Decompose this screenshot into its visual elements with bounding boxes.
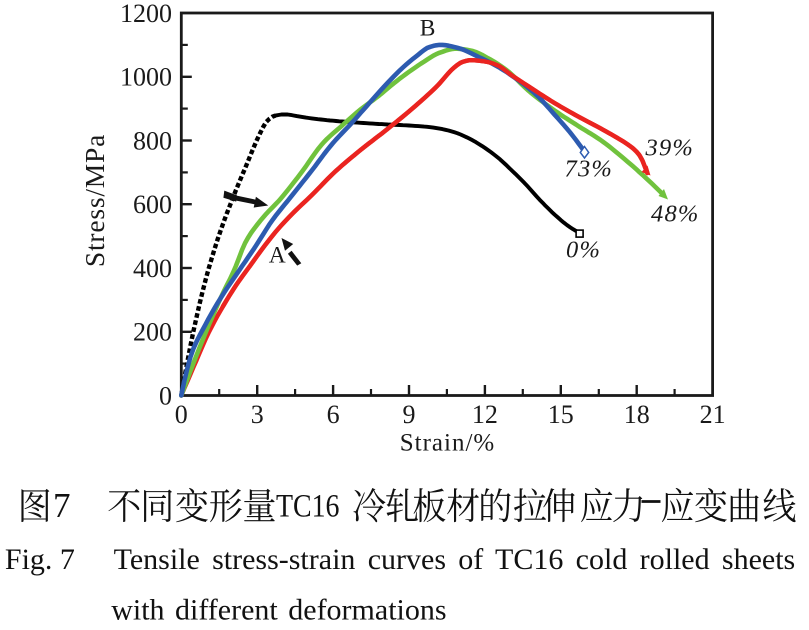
svg-text:0%: 0% xyxy=(566,237,601,264)
svg-text:1200: 1200 xyxy=(120,0,172,28)
svg-text:48%: 48% xyxy=(651,200,700,227)
svg-text:with different deformations: with different deformations xyxy=(111,594,446,627)
svg-text:0: 0 xyxy=(175,400,188,429)
svg-text:400: 400 xyxy=(133,254,172,283)
svg-text:7: 7 xyxy=(53,486,71,525)
svg-text:200: 200 xyxy=(133,318,172,347)
svg-text:18: 18 xyxy=(624,400,650,429)
svg-text:800: 800 xyxy=(133,126,172,155)
svg-text:9: 9 xyxy=(403,400,416,429)
svg-text:0: 0 xyxy=(159,381,172,410)
svg-text:39%: 39% xyxy=(645,135,695,162)
svg-text:Strain/%: Strain/% xyxy=(400,430,496,457)
svg-text:Stress/MPa: Stress/MPa xyxy=(79,134,110,267)
svg-text:Fig. 7: Fig. 7 xyxy=(5,543,75,576)
svg-text:73%: 73% xyxy=(565,156,614,183)
svg-text:15: 15 xyxy=(548,400,574,429)
svg-text:600: 600 xyxy=(133,190,172,219)
svg-text:3: 3 xyxy=(251,400,264,429)
svg-text:B: B xyxy=(420,16,436,42)
svg-text:12: 12 xyxy=(472,400,498,429)
svg-text:Tensile stress-strain curves o: Tensile stress-strain curves of TC16 col… xyxy=(114,543,796,576)
svg-text:1000: 1000 xyxy=(120,63,172,92)
svg-text:A: A xyxy=(269,243,286,269)
svg-text:6: 6 xyxy=(327,400,340,429)
svg-text:21: 21 xyxy=(700,400,726,429)
svg-text:TC16: TC16 xyxy=(276,489,340,525)
